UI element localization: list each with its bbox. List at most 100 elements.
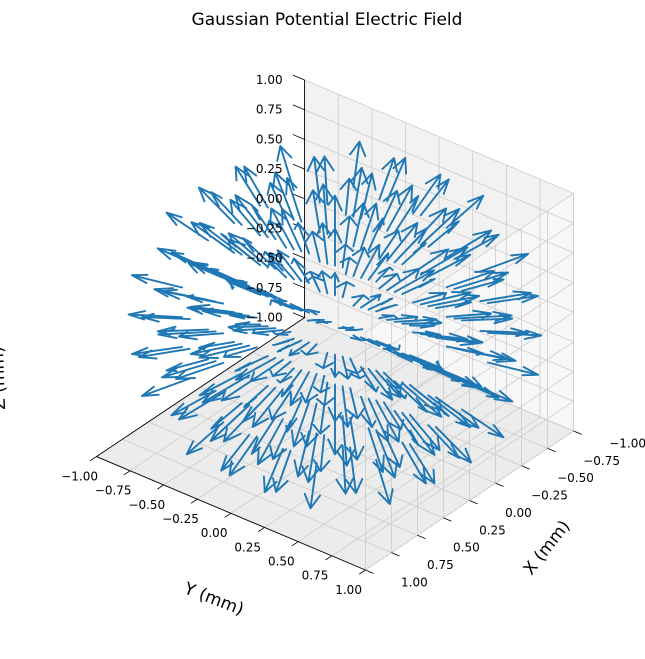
quiver-arrow-166 [360,202,380,250]
quiver-arrow-1 [141,377,191,397]
quiver-arrow-245 [486,361,540,377]
quiver-arrow-145 [360,366,380,393]
z-tick-label-2: −0.50 [246,251,283,265]
quiver-arrow-69 [269,360,292,378]
quiver-arrow-52 [227,322,269,332]
z-tick-0 [292,312,305,318]
quiver-arrow-231 [460,408,505,439]
quiver-arrow-4 [130,273,184,289]
quiver-arrow-63 [227,232,269,268]
x-tick-label-0: −1.00 [609,437,645,451]
quiver-arrow-87 [265,219,288,249]
quiver-arrow-98 [312,404,331,435]
quiver-arrow-112 [293,221,310,255]
quiver-arrow-163 [367,297,394,311]
z-tick-2 [292,252,305,259]
z-tick-label-1: −0.75 [246,281,283,295]
y-tick-label-0: −1.00 [61,470,98,484]
y-tick-label-5: 0.25 [234,540,261,554]
quiver-arrow-53 [256,418,284,466]
x-tick-label-5: 0.25 [479,523,506,537]
quiver-arrow-196 [386,184,414,232]
quiver-arrow-202 [419,392,450,417]
quiver-arrow-203 [408,322,436,329]
quiver-arrow-101 [300,343,319,356]
quiver-arrow-153 [351,246,371,278]
axes-panes [96,80,574,570]
quiver-arrow-248 [479,253,529,273]
quiver-arrow-96 [299,372,319,404]
x-tick-label-7: 0.75 [427,558,454,572]
quiver-arrow-105 [316,381,335,407]
quiver-arrow-210 [427,394,472,429]
z-tick-1 [292,282,305,289]
quiver-arrow-17 [177,330,225,341]
quiver-arrow-152 [367,367,394,401]
quiver-arrow-111 [335,444,354,495]
z-tick-label-0: −1.00 [246,311,283,325]
quiver-arrow-94 [288,341,310,357]
x-tick-2 [521,465,530,470]
quiver-arrow-141 [327,194,343,237]
x-tick-0 [573,430,582,435]
quiver-arrow-107 [301,308,321,316]
quiver-arrow-99 [289,303,310,314]
quiver-arrow-64 [268,390,292,421]
quiver-arrow-67 [234,194,269,239]
quiver-arrow-43 [228,312,258,320]
quiver-arrow-113 [315,351,334,370]
quiver-arrow-157 [382,431,404,469]
z-tick-4 [292,193,305,200]
quiver-arrow-243 [460,278,505,292]
quiver-arrow-76 [293,430,310,478]
z-axis-label: Z (mm) [0,346,10,410]
y-tick-label-1: −0.75 [95,484,132,498]
y-tick-8 [358,569,366,575]
quiver-arrow-79 [303,462,321,510]
quiver-arrow-195 [378,157,398,201]
y-tick-1 [123,470,131,476]
quiver-arrow-174 [378,314,398,320]
quiver-arrow-149 [375,429,398,479]
x-tick-8 [365,569,374,574]
quiver-arrow-18 [165,211,210,242]
quiver-arrow-234 [460,378,514,403]
quiver-arrow-226 [434,299,473,310]
y-axis-line [96,317,305,457]
z-tick-label-6: 0.50 [256,132,283,146]
quiver-arrow-224 [419,208,461,246]
x-tick-label-3: −0.25 [531,489,568,503]
y-tick-3 [190,498,198,504]
quiver-arrow-129 [330,272,340,297]
quiver-arrow-118 [315,320,333,325]
quiver-arrow-185 [378,229,402,260]
grid-line-xz-z-8 [365,193,574,333]
quiver-arrow-102 [280,207,303,253]
quiver-arrow-91 [275,299,303,312]
quiver-arrow-74 [243,165,269,209]
x-tick-label-1: −0.75 [583,454,620,468]
quiver-arrow-10 [160,360,217,379]
quiver-arrow-51 [241,386,277,423]
quiver-arrow-143 [375,458,394,505]
quiver-arrow-237 [460,349,517,363]
quiver-arrow-104 [290,257,310,284]
quiver-arrow-61 [229,198,262,237]
quiver-arrow-33 [198,344,251,359]
x-tick-label-8: 1.00 [401,576,428,590]
grid-line-floor-x-7 [122,438,392,553]
quiver-arrow-211 [434,425,473,464]
x-tick-5 [443,517,452,522]
x-tick-4 [469,500,478,505]
grid-line-yz-z-6 [304,139,574,254]
y-tick-label-3: −0.25 [162,512,199,526]
z-tick-label-4: 0.00 [256,192,283,206]
y-tick-label-8: 1.00 [335,583,362,597]
quiver-arrow-207 [401,242,427,266]
quiver-arrow-100 [272,171,295,221]
quiver-arrow-110 [306,318,325,323]
y-tick-0 [89,456,97,462]
quiver-arrow-2 [127,310,184,321]
grid-line-floor-x-5 [174,404,444,519]
quiver-arrow-116 [305,275,325,293]
